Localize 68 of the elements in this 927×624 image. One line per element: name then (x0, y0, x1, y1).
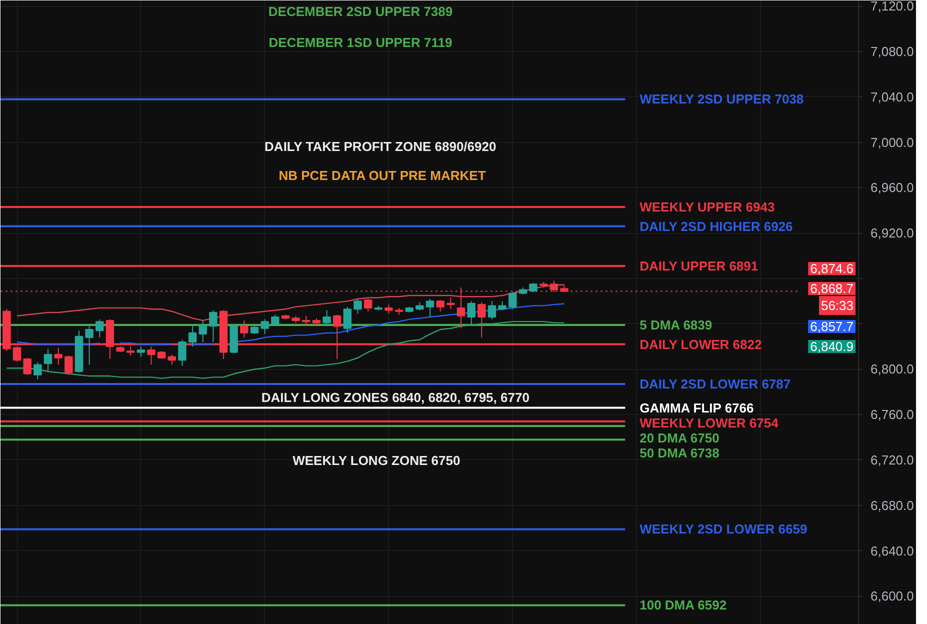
ref-line-label: 5 DMA 6839 (640, 317, 712, 332)
y-tick-label: 6,960.0 (870, 180, 914, 196)
text: 56:33 (820, 298, 854, 313)
candlestick (168, 354, 176, 366)
candlestick (322, 310, 331, 327)
candlestick (178, 339, 186, 366)
text: 6,857.7 (810, 319, 854, 334)
ref-line-label: 100 DMA 6592 (640, 598, 727, 613)
candlestick (488, 300, 496, 320)
candlestick (64, 355, 73, 376)
ref-line-label: DAILY 2SD LOWER 6787 (640, 376, 791, 392)
candlestick (209, 310, 218, 342)
y-tick-label: 6,760.0 (870, 407, 914, 422)
y-tick-label: 6,680.0 (870, 498, 914, 513)
candlestick (426, 298, 434, 318)
candlestick (260, 318, 269, 335)
candlestick (354, 298, 362, 314)
ref-line-label: WEEKLY 2SD LOWER 6659 (640, 522, 808, 537)
y-tick-label: 6,720.0 (870, 452, 914, 468)
candlestick (384, 304, 393, 314)
ref-line-label: WEEKLY 2SD UPPER 7038 (640, 92, 804, 107)
candlestick (44, 348, 52, 372)
ref-line-label: WEEKLY UPPER 6943 (640, 199, 775, 214)
y-tick-label: 7,040.0 (870, 89, 914, 104)
candlestick (498, 300, 506, 311)
candlestick (271, 314, 280, 326)
ref-line-label: 20 DMA 6750 (640, 430, 720, 446)
annotation: DECEMBER 1SD UPPER 7119 (268, 35, 452, 50)
annotation: DECEMBER 2SD UPPER 7389 (268, 4, 453, 19)
ref-line-label: GAMMA FLIP 6766 (640, 400, 754, 416)
candlestick (136, 346, 146, 358)
annotation: DAILY LONG ZONES 6840, 6820, 6795, 6770 (261, 390, 530, 405)
candlestick (302, 315, 310, 327)
annotation: WEEKLY LONG ZONE 6750 (292, 453, 460, 468)
candlestick (198, 320, 207, 342)
y-tick-label: 6,800.0 (870, 362, 914, 377)
candlestick (508, 292, 517, 310)
ref-line-label: DAILY 2SD HIGHER 6926 (640, 218, 793, 234)
line-series (6, 320, 565, 379)
annotation: NB PCE DATA OUT PRE MARKET (278, 168, 486, 183)
y-tick-label: 7,120.0 (870, 0, 914, 14)
ref-line-label: DAILY UPPER 6891 (640, 258, 758, 274)
candlestick (436, 300, 444, 312)
candlestick (85, 323, 94, 366)
candlestick (343, 306, 352, 334)
candlestick (529, 282, 538, 293)
candlestick (240, 320, 248, 338)
candlestick (446, 297, 455, 310)
candlestick (364, 298, 372, 312)
candlestick (467, 300, 476, 327)
candlestick (23, 357, 32, 376)
candlestick (188, 326, 197, 348)
ref-line-label: WEEKLY LOWER 6754 (640, 415, 780, 430)
ref-line-label: 50 DMA 6738 (640, 445, 720, 460)
candlestick (34, 362, 42, 380)
text: 6,840.9 (810, 339, 854, 354)
y-tick-label: 7,080.0 (870, 44, 914, 60)
y-tick-label: 7,000.0 (870, 134, 914, 150)
ref-line-label: DAILY LOWER 6822 (640, 336, 762, 352)
candlestick (54, 347, 62, 366)
text: 6,868.7 (810, 281, 854, 296)
annotation: DAILY TAKE PROFIT ZONE 6890/6920 (264, 139, 496, 154)
y-tick-label: 6,920.0 (870, 226, 914, 241)
y-tick-label: 6,640.0 (870, 543, 914, 558)
y-tick-label: 6,600.0 (870, 588, 914, 604)
text: 6,874.6 (810, 261, 854, 276)
candlestick (478, 302, 486, 338)
candlestick (96, 318, 104, 338)
